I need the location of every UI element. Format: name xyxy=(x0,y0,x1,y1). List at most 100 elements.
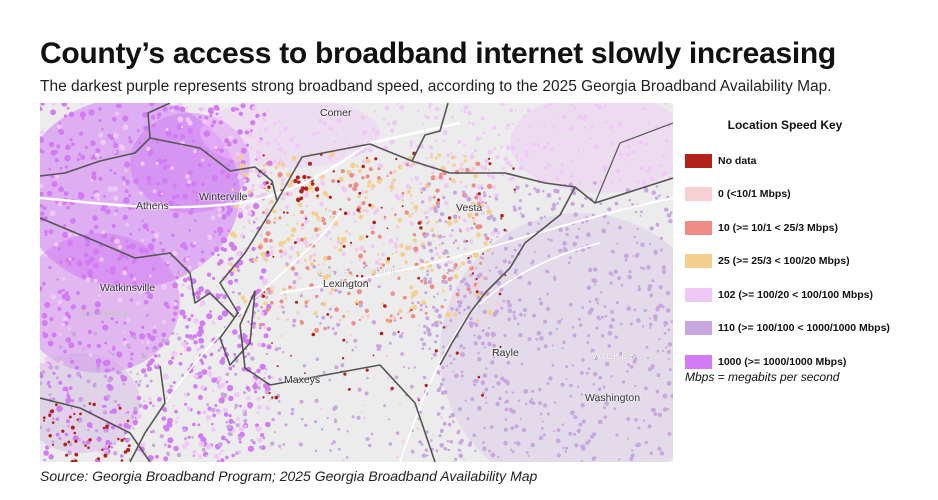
location-dot xyxy=(465,167,470,173)
location-dot xyxy=(48,141,55,148)
location-dot xyxy=(441,241,444,245)
legend-swatch xyxy=(685,321,712,336)
location-dot xyxy=(320,302,324,305)
location-dot xyxy=(227,163,230,167)
location-dot xyxy=(461,261,466,266)
location-dot xyxy=(110,425,116,430)
location-dot xyxy=(221,310,229,317)
location-dot xyxy=(111,367,115,371)
location-dot xyxy=(251,183,255,188)
location-dot xyxy=(134,380,138,384)
location-dot xyxy=(626,417,631,422)
location-dot xyxy=(157,201,162,206)
location-dot xyxy=(70,359,75,364)
location-dot xyxy=(473,148,478,153)
location-dot xyxy=(247,211,253,216)
location-dot xyxy=(221,382,226,388)
location-dot xyxy=(98,119,102,122)
location-dot xyxy=(167,164,171,168)
location-dot xyxy=(475,136,481,141)
location-dot xyxy=(435,252,440,256)
location-dot xyxy=(443,139,446,143)
location-dot xyxy=(400,352,404,356)
location-dot xyxy=(392,331,397,336)
location-dot xyxy=(145,146,151,152)
location-dot xyxy=(353,182,359,188)
location-dot xyxy=(438,434,442,438)
location-dot xyxy=(271,342,273,345)
location-dot xyxy=(526,451,529,454)
location-dot xyxy=(580,403,585,408)
location-dot xyxy=(469,290,473,294)
location-dot xyxy=(481,341,485,346)
location-dot xyxy=(514,109,517,112)
location-dot xyxy=(337,427,341,431)
location-dot xyxy=(480,165,485,170)
location-dot xyxy=(342,314,346,318)
location-dot xyxy=(481,257,484,260)
location-dot xyxy=(42,281,46,286)
location-dot xyxy=(84,145,88,149)
location-dot xyxy=(180,293,184,297)
location-dot xyxy=(430,256,435,261)
location-dot xyxy=(429,103,432,105)
location-dot xyxy=(404,210,409,215)
location-dot xyxy=(48,385,52,388)
location-dot xyxy=(259,433,265,438)
location-dot xyxy=(220,198,224,202)
location-dot xyxy=(61,293,68,300)
location-dot xyxy=(463,308,466,312)
location-dot xyxy=(361,201,366,206)
legend-items: No data 0 (<10/1 Mbps) 10 (>= 10/1 < 25/3 … xyxy=(685,144,935,379)
location-dot xyxy=(331,179,335,183)
location-dot xyxy=(218,120,224,125)
location-dot xyxy=(587,367,591,371)
location-dot xyxy=(467,259,472,265)
location-dot xyxy=(581,358,585,362)
location-dot xyxy=(598,318,602,321)
location-dot xyxy=(288,285,292,289)
location-dot xyxy=(513,248,517,252)
location-dot xyxy=(148,401,153,405)
location-dot xyxy=(263,326,267,329)
location-dot xyxy=(427,279,432,285)
location-dot xyxy=(358,169,362,173)
location-dot xyxy=(337,180,340,183)
location-dot xyxy=(239,404,242,408)
location-dot xyxy=(624,158,627,162)
location-dot xyxy=(303,236,307,241)
location-dot xyxy=(121,176,127,181)
location-dot xyxy=(76,260,83,267)
location-dot xyxy=(608,271,613,276)
location-dot xyxy=(641,325,645,328)
location-dot xyxy=(618,152,623,157)
location-dot xyxy=(634,210,638,214)
location-dot xyxy=(487,149,493,155)
location-dot xyxy=(163,301,169,307)
location-dot xyxy=(230,272,234,277)
location-dot xyxy=(431,171,435,175)
location-dot xyxy=(214,404,218,407)
location-dot xyxy=(638,165,644,171)
location-dot xyxy=(558,248,563,253)
location-dot xyxy=(104,429,108,433)
location-dot xyxy=(280,177,286,183)
location-dot xyxy=(269,171,273,175)
location-dot xyxy=(586,341,590,345)
location-dot xyxy=(290,411,294,416)
location-dot xyxy=(120,454,124,458)
location-dot xyxy=(667,357,670,360)
location-dot xyxy=(42,206,47,211)
location-dot xyxy=(465,227,471,232)
location-dot xyxy=(66,419,70,424)
legend-label: 25 (>= 25/3 < 100/20 Mbps) xyxy=(718,255,850,268)
location-dot xyxy=(118,423,123,427)
location-dot xyxy=(444,200,449,206)
location-dot xyxy=(546,306,551,311)
location-dot xyxy=(146,332,152,338)
location-dot xyxy=(233,182,237,186)
location-dot xyxy=(580,445,586,451)
location-dot xyxy=(161,319,167,325)
location-dot xyxy=(212,276,216,280)
location-dot xyxy=(151,267,156,272)
